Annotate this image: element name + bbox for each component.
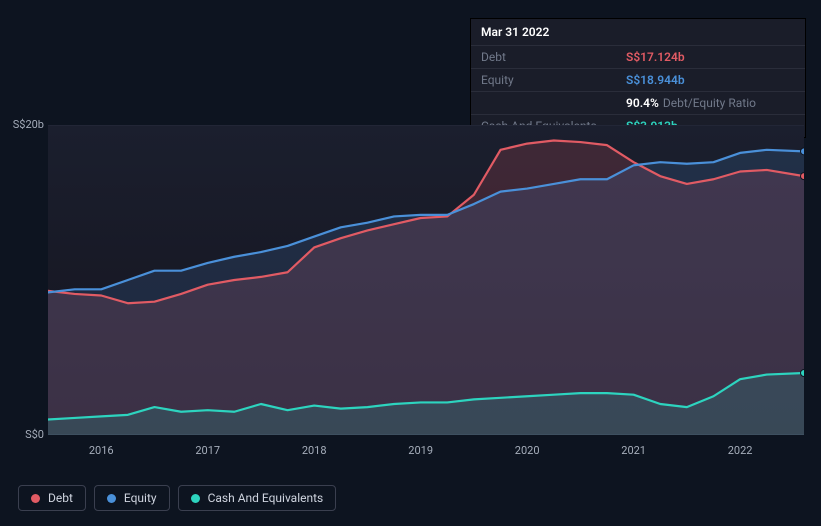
legend-label: Debt (48, 491, 73, 505)
x-axis-label: 2022 (728, 444, 753, 457)
legend-item-equity[interactable]: Equity (94, 485, 170, 511)
tooltip-ratio-pct: 90.4% (626, 96, 659, 110)
tooltip-row: 90.4% Debt/Equity Ratio (471, 92, 805, 115)
tooltip-row: EquityS$18.944b (471, 69, 805, 92)
tooltip-label: Equity (481, 73, 626, 87)
chart-area: S$20bS$0 (0, 125, 821, 480)
y-axis-label: S$0 (4, 428, 44, 441)
tooltip-value: S$18.944b (626, 73, 685, 87)
x-axis-label: 2020 (515, 444, 540, 457)
legend: Debt Equity Cash And Equivalents (18, 485, 336, 511)
tooltip-label: Debt (481, 50, 626, 64)
legend-dot-icon (31, 494, 40, 503)
x-axis-label: 2018 (302, 444, 327, 457)
legend-item-debt[interactable]: Debt (18, 485, 86, 511)
tooltip-date: Mar 31 2022 (471, 19, 805, 46)
tooltip-label (481, 96, 626, 110)
x-axis-labels: 2016 2017 2018 2019 2020 2021 2022 (48, 444, 804, 464)
x-axis-label: 2019 (408, 444, 433, 457)
legend-dot-icon (191, 494, 200, 503)
chart-tooltip: Mar 31 2022DebtS$17.124bEquityS$18.944b9… (470, 18, 806, 138)
legend-label: Equity (124, 491, 157, 505)
chart-svg (48, 125, 804, 435)
legend-label: Cash And Equivalents (208, 491, 324, 505)
x-axis-label: 2016 (89, 444, 114, 457)
x-axis-label: 2021 (621, 444, 646, 457)
tooltip-row: DebtS$17.124b (471, 46, 805, 69)
tooltip-ratio-text: Debt/Equity Ratio (663, 96, 756, 110)
x-axis-label: 2017 (195, 444, 220, 457)
legend-dot-icon (107, 494, 116, 503)
legend-item-cash-and-equivalents[interactable]: Cash And Equivalents (178, 485, 337, 511)
y-axis-label: S$20b (4, 118, 44, 131)
tooltip-value: S$17.124b (626, 50, 685, 64)
